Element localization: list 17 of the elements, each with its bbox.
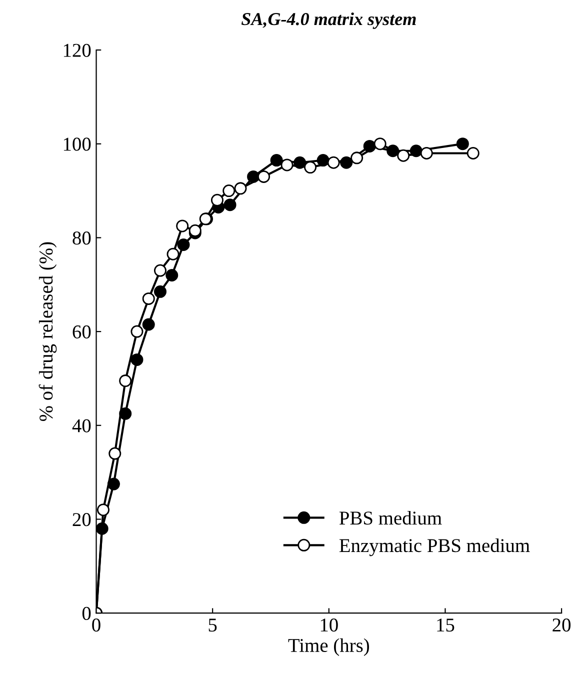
chart-title: SA,G-4.0 matrix system bbox=[241, 12, 416, 29]
y-tick-label: 120 bbox=[64, 44, 91, 57]
y-tick-label: 80 bbox=[72, 232, 91, 245]
y-tick-label: 20 bbox=[72, 513, 91, 526]
x-tick-label: 10 bbox=[320, 618, 338, 632]
x-tick-label: 20 bbox=[552, 618, 571, 632]
x-tick-label: 15 bbox=[437, 618, 454, 632]
x-tick-label: 0 bbox=[92, 618, 100, 632]
y-tick-label: 60 bbox=[72, 325, 91, 338]
y-tick-label: 100 bbox=[64, 138, 91, 151]
legend-label: Enzymatic PBS medium bbox=[339, 538, 530, 556]
y-tick-label: 0 bbox=[82, 606, 91, 620]
legend-label: PBS medium bbox=[339, 510, 442, 525]
x-axis-title: Time (hrs) bbox=[288, 638, 370, 656]
y-axis-title: % of drug released (%) bbox=[38, 242, 57, 422]
y-tick-label: 40 bbox=[72, 419, 91, 432]
x-tick-label: 5 bbox=[208, 618, 217, 632]
